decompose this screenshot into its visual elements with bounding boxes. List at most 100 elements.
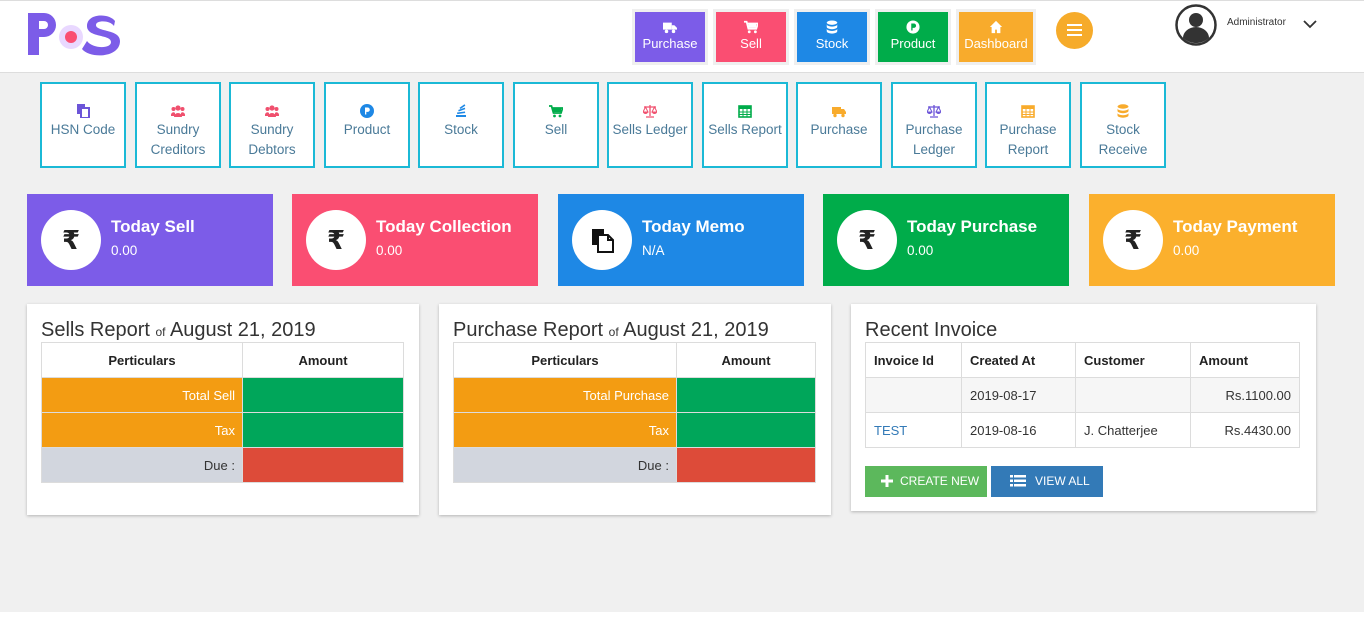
row-amount [242,412,404,448]
calendar-icon [1021,105,1035,118]
user-name[interactable]: Administrator [1227,17,1286,28]
rupee-icon: ₹ [837,210,897,270]
table-header-row: Perticulars Amount [41,342,404,378]
row-label: Tax [41,412,243,448]
home-icon [989,20,1003,34]
table-row: Tax [41,412,404,448]
nav-stock-label: Stock [815,36,849,51]
nav-stock-button[interactable]: Stock [797,12,867,62]
table-row: TEST 2019-08-16 J. Chatterjee Rs.4430.00 [865,412,1300,448]
row-amount [676,377,816,413]
nav-dashboard-button[interactable]: Dashboard [959,12,1033,62]
top-bar: Purchase Sell Stock Product Dashboard [0,0,1364,73]
row-label: Total Purchase [453,377,677,413]
stat-today-collection: ₹ Today Collection 0.00 [292,194,538,286]
quick-link-stock[interactable]: Stock [418,82,504,168]
quick-link-product[interactable]: Product [324,82,410,168]
quick-link-sells-ledger[interactable]: Sells Ledger [607,82,693,168]
cart-icon [549,105,563,118]
truck-icon [663,22,677,34]
balance-scale-icon [643,105,657,118]
quick-link-label: Stock Receive [1098,122,1148,157]
invoice-id-link[interactable]: TEST [865,412,962,448]
quick-link-stock-receive[interactable]: Stock Receive [1080,82,1166,168]
nav-sell-button[interactable]: Sell [716,12,786,62]
amount-cell: Rs.1100.00 [1190,377,1300,413]
col-amount: Amount [676,342,816,378]
quick-link-purchase-report[interactable]: Purchase Report [985,82,1071,168]
invoice-id-link[interactable] [865,377,962,413]
truck-icon [832,107,846,118]
quick-link-label: Sundry Creditors [150,122,206,157]
stat-title: Today Memo [642,217,745,236]
quick-link-sundry-debtors[interactable]: Sundry Debtors [229,82,315,168]
recent-invoice-table: Invoice Id Created At Customer Amount 20… [865,342,1300,448]
user-avatar-icon[interactable] [1175,4,1217,46]
row-amount [242,377,404,413]
sells-report-title: Sells Report [41,319,150,341]
recent-invoice-title: Recent Invoice [865,319,998,341]
purchase-report-panel: Purchase Report of August 21, 2019 Perti… [439,304,831,515]
quick-link-label: HSN Code [50,122,116,137]
quick-link-sells-report[interactable]: Sells Report [702,82,788,168]
chevron-down-icon[interactable] [1303,19,1317,29]
row-amount [242,447,404,483]
quick-link-purchase-ledger[interactable]: Purchase Ledger [891,82,977,168]
created-at-cell: 2019-08-17 [961,377,1076,413]
quick-link-label: Purchase Report [999,122,1057,157]
view-all-button[interactable]: VIEW ALL [991,466,1103,497]
stat-today-purchase: ₹ Today Purchase 0.00 [823,194,1069,286]
nav-sell-label: Sell [740,36,762,51]
row-label: Due : [453,447,677,483]
stat-title: Today Collection [376,217,512,236]
stack-icon [456,104,466,117]
files-icon [77,104,90,118]
quick-link-hsn-code[interactable]: HSN Code [40,82,126,168]
stat-value: 0.00 [1173,243,1200,258]
nav-dashboard-label: Dashboard [964,36,1028,51]
quick-link-purchase[interactable]: Purchase [796,82,882,168]
customer-cell [1075,377,1191,413]
col-amount: Amount [1190,342,1300,378]
row-label: Tax [453,412,677,448]
create-new-button[interactable]: CREATE NEW [865,466,987,497]
product-p-icon [906,20,920,34]
quick-link-sundry-creditors[interactable]: Sundry Creditors [135,82,221,168]
hamburger-menu-button[interactable] [1056,12,1093,49]
col-particulars: Perticulars [453,342,677,378]
stat-value: 0.00 [907,243,934,258]
stat-value: 0.00 [111,243,138,258]
quick-link-label: Sells Report [708,122,782,137]
row-label: Total Sell [41,377,243,413]
users-icon [171,105,185,117]
panel-title: Purchase Report of August 21, 2019 [453,319,769,342]
col-particulars: Perticulars [41,342,243,378]
database-icon [826,20,838,34]
col-customer: Customer [1075,342,1191,378]
dashboard-page: Purchase Sell Stock Product Dashboard [0,0,1364,612]
view-all-label: VIEW ALL [1035,474,1090,488]
table-row: Due : [41,447,404,483]
customer-cell: J. Chatterjee [1075,412,1191,448]
sells-report-date: August 21, 2019 [169,319,316,341]
col-invoice-id: Invoice Id [865,342,962,378]
quick-link-label: Sell [544,122,568,137]
pos-logo[interactable] [22,9,122,61]
panel-title: Sells Report of August 21, 2019 [41,319,316,342]
hamburger-line [1067,24,1082,26]
table-row: 2019-08-17 Rs.1100.00 [865,377,1300,413]
sells-report-table: Perticulars Amount Total Sell Tax Due : [41,342,404,483]
nav-product-button[interactable]: Product [878,12,948,62]
created-at-cell: 2019-08-16 [961,412,1076,448]
amount-cell: Rs.4430.00 [1190,412,1300,448]
stat-today-memo: Today Memo N/A [558,194,804,286]
table-row: Total Purchase [453,377,816,413]
nav-purchase-label: Purchase [642,36,698,51]
hamburger-line [1067,29,1082,31]
table-row: Total Sell [41,377,404,413]
stat-value: 0.00 [376,243,403,258]
nav-purchase-button[interactable]: Purchase [635,12,705,62]
quick-link-label: Sundry Debtors [248,122,296,157]
stat-title: Today Sell [111,217,195,236]
quick-link-sell[interactable]: Sell [513,82,599,168]
